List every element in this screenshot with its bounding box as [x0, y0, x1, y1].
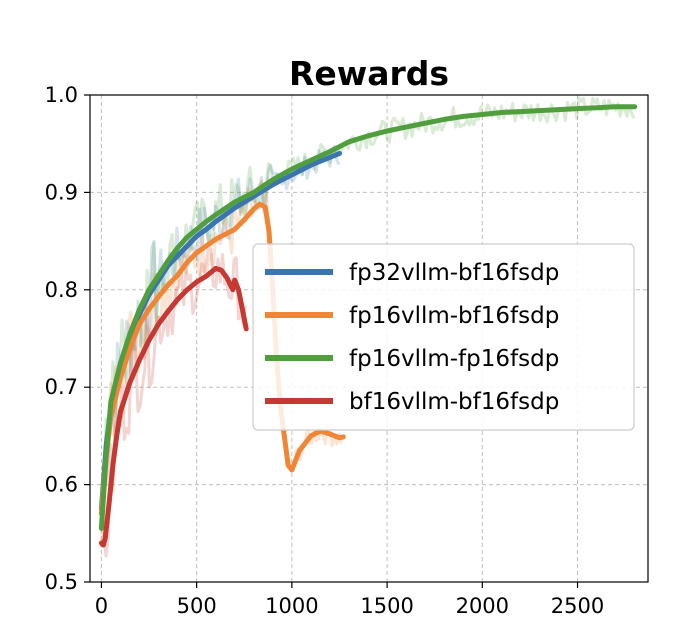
x-tick-label: 1500: [360, 594, 413, 618]
y-tick-label: 0.6: [45, 473, 78, 497]
legend-label: bf16vllm-bf16fsdp: [349, 389, 559, 415]
series-line-fp16vllm-bf16fsdp: [98, 201, 346, 517]
legend-box: [252, 243, 635, 431]
chart-title: Rewards: [289, 54, 449, 93]
y-tick-label: 0.8: [45, 278, 78, 302]
series-line-bf16vllm-bf16fsdp: [98, 265, 249, 548]
series-lines: [98, 104, 638, 548]
plot-frame: [89, 94, 649, 583]
y-tick-label: 0.9: [45, 180, 78, 204]
x-tick-label: 0: [95, 594, 108, 618]
x-tick-label: 2000: [456, 594, 509, 618]
x-tick-label: 1000: [265, 594, 318, 618]
y-tick-label: 0.7: [45, 375, 78, 399]
x-tick-label: 500: [177, 594, 217, 618]
y-tick-label: 1.0: [45, 83, 78, 107]
legend-label: fp32vllm-bf16fsdp: [349, 260, 559, 286]
raw-trace-fp16vllm-fp16fsdp: [99, 96, 636, 514]
y-axis-ticks: 0.5 0.6 0.7 0.8 0.9 1.0: [45, 83, 90, 594]
legend: fp32vllm-bf16fsdp fp16vllm-bf16fsdp fp16vl…: [252, 243, 635, 431]
y-tick-label: 0.5: [45, 570, 78, 594]
legend-label: fp16vllm-fp16fsdp: [349, 346, 559, 372]
x-tick-label: 2500: [551, 594, 604, 618]
x-axis-ticks: 0 500 1000 1500 2000 2500: [95, 582, 604, 618]
series-line-fp16vllm-fp16fsdp: [98, 104, 638, 531]
legend-label: fp16vllm-bf16fsdp: [349, 303, 559, 329]
